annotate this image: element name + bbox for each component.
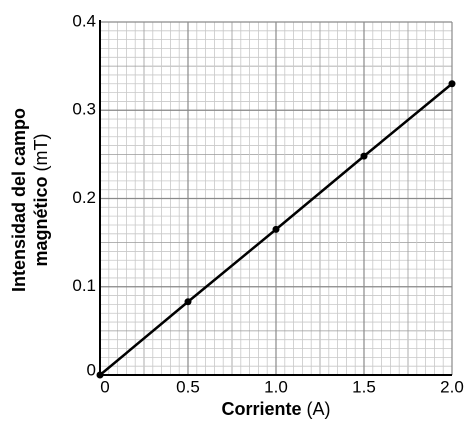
x-tick-label: 2.0 <box>440 377 464 396</box>
y-axis-label: Intensidad del campo magnético (mT) <box>9 108 51 292</box>
x-label-unit: (A) <box>307 399 331 419</box>
data-point <box>96 371 104 379</box>
y-tick-label: 0.2 <box>72 188 96 207</box>
y-label-line: Intensidad del campo <box>9 108 29 292</box>
data-point <box>184 298 192 306</box>
data-point <box>360 152 368 160</box>
x-tick-label: 0.5 <box>176 377 200 396</box>
x-tick-label: 1.5 <box>352 377 376 396</box>
data-point <box>448 80 456 88</box>
data-point <box>272 225 280 233</box>
y-label-line: magnético (mT) <box>31 133 51 266</box>
y-label-unit: (mT) <box>31 133 51 171</box>
x-tick-label: 0 <box>100 377 109 396</box>
y-tick-label: 0.4 <box>72 11 96 30</box>
y-tick-label: 0 <box>87 360 96 379</box>
y-tick-label: 0.3 <box>72 100 96 119</box>
x-label-name: Corriente <box>221 399 301 419</box>
y-label-part: magnético <box>31 176 51 266</box>
x-axis-label: Corriente (A) <box>221 399 330 419</box>
x-tick-label: 1.0 <box>264 377 288 396</box>
y-tick-label: 0.1 <box>72 276 96 295</box>
